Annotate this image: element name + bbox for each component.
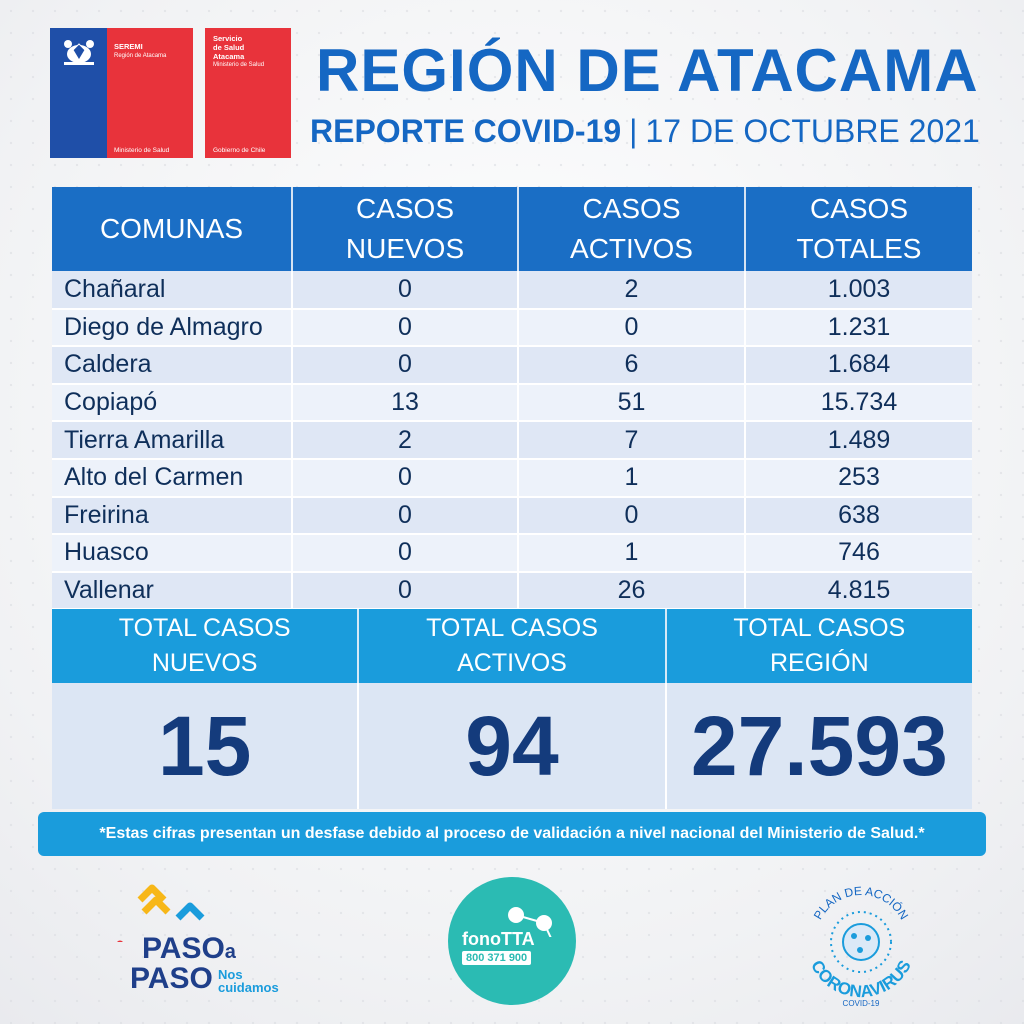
table-row: Copiapó 13 51 15.734: [52, 383, 972, 423]
total-activos-label: TOTAL CASOS ACTIVOS: [359, 609, 667, 683]
column-header-label: CASOS: [809, 193, 909, 224]
column-header-label: CASOS: [582, 193, 681, 224]
comuna-name: Copiapó: [52, 383, 293, 423]
totals-values: 15 94 27.593: [52, 683, 972, 809]
chile-coat-of-arms-icon: [64, 40, 94, 65]
servicio-bottom-text: Gobierno de Chile: [213, 147, 266, 154]
report-date: 17 DE OCTUBRE 2021: [645, 113, 980, 149]
seremi-subtitle: Región de Atacama: [114, 53, 167, 59]
comuna-name: Alto del Carmen: [52, 458, 293, 498]
seremi-logo: SEREMI Región de Atacama Ministerio de S…: [50, 28, 193, 158]
casos-totales-cell: 746: [745, 534, 972, 573]
column-header-label: COMUNAS: [99, 213, 244, 244]
table-row: Huasco 0 1 746: [52, 534, 972, 573]
table-row: Tierra Amarilla 2 7 1.489: [52, 421, 972, 460]
column-header-comunas: COMUNAS: [52, 187, 293, 271]
casos-activos-cell: 26: [518, 571, 746, 611]
table-row: Alto del Carmen 0 1 253: [52, 458, 972, 498]
chevrons-icon: [117, 884, 205, 942]
seremi-title: SEREMI: [114, 42, 143, 51]
column-header-label: TOTALES: [796, 233, 922, 264]
table-row: Vallenar 0 26 4.815: [52, 571, 972, 611]
column-header-label: CASOS: [355, 193, 455, 224]
casos-totales-cell: 638: [745, 496, 972, 536]
paso-line1: PASOa: [142, 932, 236, 965]
casos-nuevos-cell: 0: [292, 346, 519, 385]
column-header-casos-activos: CASOS ACTIVOS: [518, 187, 746, 271]
casos-activos-cell: 0: [518, 496, 746, 536]
total-region-value: 27.593: [690, 699, 948, 793]
plan-coronavirus-logo: PLAN DE ACCIÓN CORONAVIRUS COVID-19: [807, 884, 915, 1008]
servicio-salud-logo: Servicio de Salud Atacama Ministerio de …: [205, 28, 291, 158]
paso-line2: PASO: [130, 962, 213, 995]
comuna-name: Chañaral: [52, 271, 293, 310]
casos-nuevos-cell: 0: [292, 271, 519, 310]
casos-nuevos-cell: 0: [292, 534, 519, 573]
report-name: REPORTE COVID-19: [310, 113, 622, 149]
casos-activos-cell: 1: [518, 458, 746, 498]
report-subtitle: REPORTE COVID-19 | 17 DE OCTUBRE 2021: [310, 113, 980, 150]
casos-activos-cell: 6: [518, 346, 746, 385]
casos-nuevos-cell: 0: [292, 458, 519, 498]
fonotta-name: fonoTTA: [462, 929, 535, 949]
fonotta-logo: fonoTTA 800 371 900: [448, 877, 576, 1005]
casos-totales-cell: 4.815: [745, 571, 972, 611]
totals-header: TOTAL CASOS NUEVOS TOTAL CASOS ACTIVOS TOT…: [52, 609, 972, 683]
servicio-line2: de Salud: [213, 43, 245, 52]
plan-top-text: PLAN DE ACCIÓN: [811, 884, 911, 922]
casos-nuevos-cell: 13: [292, 383, 519, 423]
casos-totales-cell: 1.003: [745, 271, 972, 310]
total-nuevos-value: 15: [52, 683, 360, 809]
casos-activos-cell: 2: [518, 271, 746, 310]
totals-panel: TOTAL CASOS NUEVOS TOTAL CASOS ACTIVOS TOT…: [52, 609, 972, 809]
page-title: REGIÓN DE ATACAMA: [316, 37, 979, 104]
seremi-bottom-text: Ministerio de Salud: [114, 147, 170, 154]
table-row: Diego de Almagro 0 0 1.231: [52, 308, 972, 348]
table-header-row: COMUNAS CASOS NUEVOS CASOS ACTIVOS CASOS TO…: [52, 187, 972, 271]
casos-nuevos-cell: 0: [292, 496, 519, 536]
plan-bottom-text: COVID-19: [843, 999, 880, 1008]
network-icon: [508, 907, 552, 937]
paso-tagline: Nos cuidamos: [218, 967, 279, 995]
comuna-name: Huasco: [52, 534, 293, 573]
casos-totales-cell: 1.684: [745, 346, 972, 385]
casos-nuevos-cell: 2: [292, 421, 519, 460]
casos-activos-cell: 7: [518, 421, 746, 460]
casos-totales-cell: 253: [745, 458, 972, 498]
table-row: Freirina 0 0 638: [52, 496, 972, 536]
cases-table: COMUNAS CASOS NUEVOS CASOS ACTIVOS CASOS TO…: [52, 187, 972, 611]
servicio-line3: Atacama: [213, 52, 245, 61]
fonotta-number: 800 371 900: [462, 951, 532, 965]
total-nuevos-label: TOTAL CASOS NUEVOS: [52, 609, 360, 683]
comuna-name: Caldera: [52, 346, 293, 385]
total-region-label: TOTAL CASOS REGIÓN: [733, 614, 906, 677]
column-header-label: ACTIVOS: [570, 233, 693, 264]
casos-nuevos-cell: 0: [292, 308, 519, 348]
column-header-label: NUEVOS: [345, 233, 465, 264]
casos-activos-cell: 0: [518, 308, 746, 348]
table-row: Caldera 0 6 1.684: [52, 346, 972, 385]
comuna-name: Diego de Almagro: [52, 308, 293, 348]
table-row: Chañaral 0 2 1.003: [52, 271, 972, 310]
casos-activos-cell: 51: [518, 383, 746, 423]
title-separator: |: [629, 113, 638, 149]
paso-a-paso-logo: PASOa PASO Nos cuidamos: [104, 882, 304, 1002]
comuna-name: Freirina: [52, 496, 293, 536]
plan-main-text: CORONAVIRUS: [807, 957, 915, 1001]
total-activos-value: 94: [359, 683, 667, 809]
disclaimer-note: *Estas cifras presentan un desfase debid…: [38, 812, 986, 856]
column-header-casos-totales: CASOS TOTALES: [745, 187, 972, 271]
servicio-line1: Servicio: [213, 34, 243, 43]
servicio-ministry: Ministerio de Salud: [213, 62, 265, 68]
comuna-name: Tierra Amarilla: [52, 421, 293, 460]
casos-totales-cell: 15.734: [745, 383, 972, 423]
casos-nuevos-cell: 0: [292, 571, 519, 611]
column-header-casos-nuevos: CASOS NUEVOS: [292, 187, 519, 271]
casos-totales-cell: 1.231: [745, 308, 972, 348]
comuna-name: Vallenar: [52, 571, 293, 611]
casos-totales-cell: 1.489: [745, 421, 972, 460]
casos-activos-cell: 1: [518, 534, 746, 573]
